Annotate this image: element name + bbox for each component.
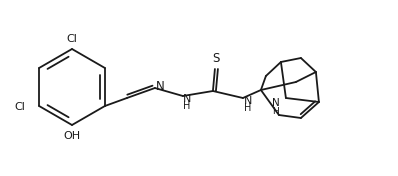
- Text: N: N: [156, 80, 164, 93]
- Text: H: H: [244, 103, 252, 113]
- Text: N: N: [183, 94, 191, 104]
- Text: H: H: [183, 101, 191, 111]
- Text: H: H: [273, 106, 279, 115]
- Text: S: S: [213, 52, 220, 65]
- Text: OH: OH: [63, 131, 80, 141]
- Text: Cl: Cl: [14, 102, 25, 112]
- Text: N: N: [244, 96, 252, 106]
- Text: N: N: [272, 98, 280, 108]
- Text: Cl: Cl: [66, 34, 78, 44]
